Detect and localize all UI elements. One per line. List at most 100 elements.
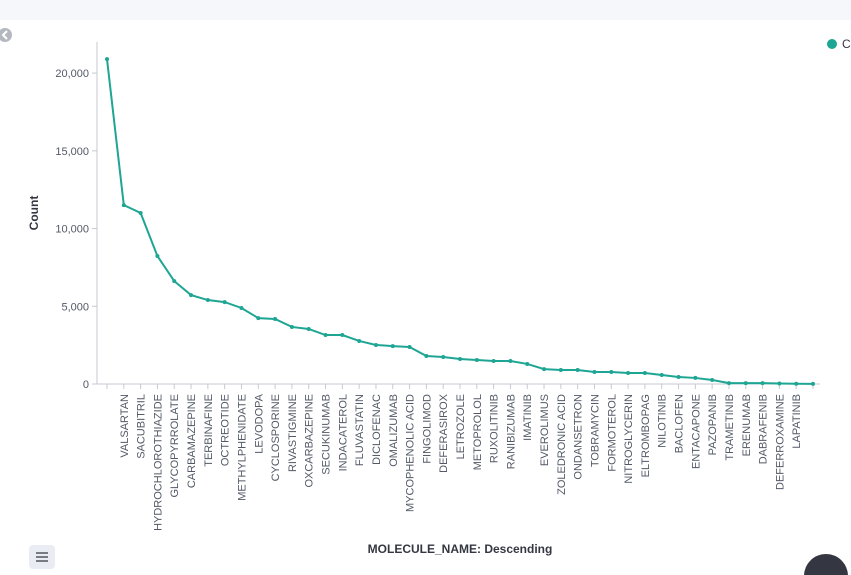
legend-swatch [827, 39, 837, 49]
point [105, 57, 109, 62]
x-tick-label: ERENUMAB [741, 394, 753, 456]
point [441, 354, 446, 359]
point [323, 333, 328, 338]
x-tick-label: LAPATINIB [791, 394, 803, 449]
x-tick-label: METOPROLOL [472, 394, 484, 470]
x-tick-label: IMATINIB [522, 394, 534, 441]
point [609, 370, 614, 375]
point [222, 300, 227, 305]
x-tick-label: TRAMETINIB [724, 394, 736, 461]
point [474, 358, 479, 363]
point [508, 358, 513, 363]
point [138, 211, 143, 215]
x-tick-label: NITROGLYCERIN [623, 394, 635, 484]
point [373, 342, 378, 347]
x-tick-label: DICLOFENAC [371, 394, 383, 465]
point [189, 293, 194, 298]
point [676, 375, 681, 380]
help-button[interactable] [804, 554, 848, 575]
point [390, 344, 395, 349]
x-tick-label: ELTROMBOPAG [640, 394, 652, 477]
x-tick-label: NILOTINIB [657, 394, 669, 448]
line [106, 58, 814, 385]
x-tick-label: MYCOPHENOLIC ACID [405, 394, 417, 512]
x-tick-label: CYCLOSPORINE [270, 394, 282, 481]
point [289, 324, 294, 329]
point [458, 356, 462, 361]
x-tick-label: TOBRAMYCIN [589, 394, 601, 467]
point [794, 381, 799, 386]
point [491, 358, 496, 363]
x-axis-title: MOLECULE_NAME: Descending [368, 542, 553, 556]
legend-toggle-icon [36, 552, 48, 562]
point [424, 354, 429, 359]
point [256, 316, 261, 321]
x-tick-label: RANIBIZUMAB [505, 394, 517, 469]
x-tick-label: SACUBITRIL [136, 394, 148, 459]
point [592, 370, 597, 375]
x-tick-label: OCTREOTIDE [220, 394, 232, 466]
x-tick-label: BACLOFEN [674, 394, 686, 453]
legend-label: C [842, 37, 851, 51]
point [710, 377, 715, 382]
x-tick-label: FLUVASTATIN [354, 394, 366, 466]
x-tick-label: RIVASTIGMINE [287, 394, 299, 472]
point [760, 381, 765, 386]
x-tick-label: ENTACAPONE [690, 394, 702, 469]
x-tick-label: GLYCOPYRROLATE [169, 394, 181, 498]
x-tick-label: CARBAMAZEPINE [186, 394, 198, 488]
y-tick-label: 10,000 [55, 224, 89, 236]
point [306, 326, 311, 331]
collapse-button[interactable] [0, 28, 12, 42]
x-tick-label: PAZOPANIB [707, 394, 719, 455]
x-tick-label: OMALIZUMAB [388, 394, 400, 467]
point [659, 372, 664, 377]
y-axis-title: Count [27, 196, 41, 231]
x-tick-label: VALSARTAN [119, 394, 131, 458]
y-tick-label: 15,000 [55, 146, 89, 158]
point [121, 203, 126, 208]
point [239, 305, 244, 310]
y-tick-label: 5,000 [61, 301, 89, 313]
point [575, 368, 580, 373]
point [155, 254, 160, 259]
x-tick-label: ZOLEDRONIC ACID [556, 394, 568, 495]
point [811, 381, 815, 386]
point [357, 338, 362, 343]
x-tick-label: SECUKINUMAB [321, 394, 333, 475]
x-tick-label: METHYLPHENIDATE [236, 394, 248, 501]
point [340, 333, 345, 338]
point [626, 370, 631, 375]
collapse-icon [1, 30, 8, 40]
point [642, 370, 647, 375]
x-tick-label: ONDANSETRON [573, 394, 585, 480]
point [542, 367, 547, 372]
point [172, 279, 177, 284]
point [693, 375, 698, 380]
point [558, 368, 563, 373]
point [743, 381, 748, 386]
x-tick-label: OXCARBAZEPINE [304, 394, 316, 488]
x-tick-label: DEFERASIROX [438, 393, 450, 473]
x-tick-label: RUXOLITINIB [489, 394, 501, 463]
x-tick-label: FINGOLIMOD [421, 394, 433, 464]
top-strip [0, 0, 851, 20]
point [407, 345, 412, 350]
point [205, 298, 210, 303]
x-tick-label: LETROZOLE [455, 394, 467, 459]
point [273, 317, 278, 322]
x-tick-label: INDACATEROL [337, 394, 349, 471]
x-tick-label: LEVODOPA [253, 393, 265, 453]
x-tick-label: HYDROCHLOROTHIAZIDE [152, 394, 164, 531]
y-tick-label: 0 [83, 379, 89, 391]
point [777, 381, 782, 386]
x-tick-label: DABRAFENIB [758, 394, 770, 464]
x-tick-label: EVEROLIMUS [539, 394, 551, 466]
x-tick-label: FORMOTEROL [606, 394, 618, 472]
point [726, 381, 731, 386]
point [525, 361, 530, 366]
x-tick-label: TERBINAFINE [203, 394, 215, 467]
x-tick-label: DEFERROXAMINE [774, 394, 786, 490]
y-tick-label: 20,000 [55, 68, 89, 80]
